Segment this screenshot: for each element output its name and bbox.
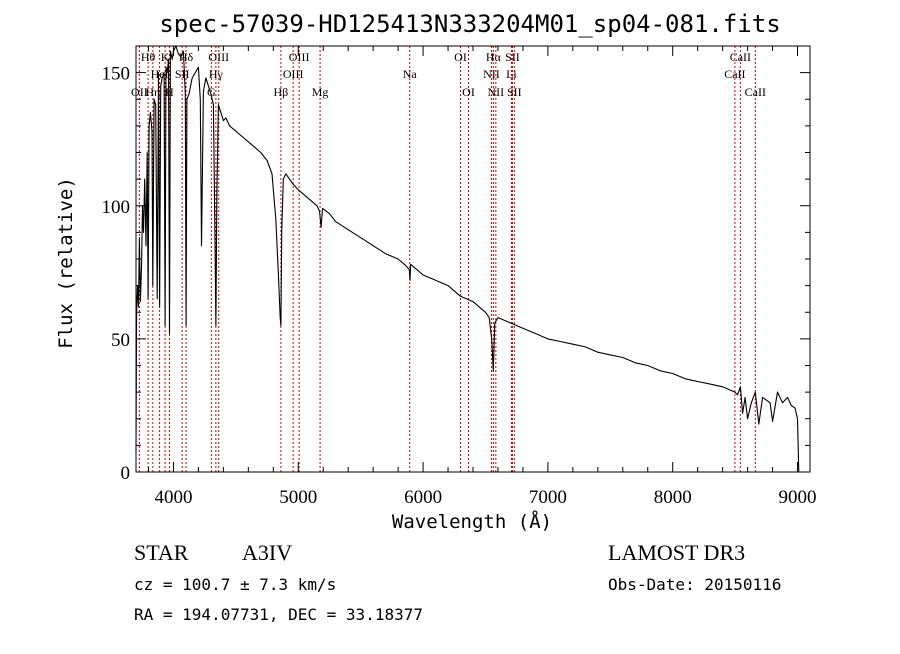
line-marker-label: OII (131, 85, 148, 99)
survey-name: LAMOST DR3 (608, 540, 745, 565)
line-marker-label: OI (454, 50, 467, 64)
line-marker-label: Li (506, 67, 517, 81)
y-tick-label: 150 (102, 64, 131, 85)
y-tick-label: 0 (121, 463, 131, 484)
spectrum-series-line (135, 45, 800, 473)
line-marker-label: CaII (724, 67, 745, 81)
obs-date: Obs-Date: 20150116 (608, 575, 781, 594)
x-tick-label: 8000 (654, 487, 692, 508)
coordinates: RA = 194.07731, DEC = 33.18377 (134, 605, 423, 624)
line-marker-label: OI (462, 85, 475, 99)
line-marker-label: OIII (208, 50, 229, 64)
line-marker-label: SII (507, 85, 522, 99)
line-marker-label: Hβ (274, 85, 289, 99)
line-marker-label: Hθ (141, 50, 156, 64)
line-marker-label: SII (175, 67, 190, 81)
line-marker-label: CaII (730, 50, 751, 64)
line-marker-label: NII (488, 85, 505, 99)
info-panel: STAR A3IV LAMOST DR3 cz = 100.7 ± 7.3 km… (134, 540, 781, 624)
line-marker-label: K (161, 50, 170, 64)
line-marker-label: G (207, 85, 216, 99)
line-marker-label: SII (505, 50, 520, 64)
redshift-line: cz = 100.7 ± 7.3 km/s (134, 575, 336, 594)
line-marker-label: CaII (745, 85, 766, 99)
x-axis: 4000 5000 6000 7000 8000 9000 (147, 46, 817, 508)
line-marker-label: NII (483, 67, 500, 81)
line-marker-label: Na (403, 67, 418, 81)
x-tick-label: 9000 (779, 487, 817, 508)
line-marker-label: Mg (312, 85, 329, 99)
line-marker-label: Hα (486, 50, 502, 64)
emission-line-markers: OIIHθHηHeIKHSIIHδGHγOIIIHβOIIIOIIIMgNaOI… (131, 46, 766, 472)
x-tick-label: 4000 (154, 487, 192, 508)
x-axis-label: Wavelength (Å) (392, 510, 552, 533)
y-tick-label: 50 (111, 330, 130, 351)
line-marker-label: Hη (145, 85, 160, 99)
line-marker-label: H (165, 85, 174, 99)
object-class: STAR (134, 540, 189, 565)
line-marker-label: Hγ (209, 67, 224, 81)
chart-title: spec-57039-HD125413N333204M01_sp04-081.f… (159, 10, 780, 38)
line-marker-label: OIII (289, 50, 310, 64)
x-tick-label: 6000 (404, 487, 442, 508)
y-axis-label: Flux (relative) (55, 177, 77, 349)
object-subclass: A3IV (242, 540, 292, 565)
x-tick-label: 7000 (529, 487, 567, 508)
plot-frame (135, 45, 811, 473)
y-axis: 0 50 100 150 (102, 45, 810, 484)
line-marker-label: OIII (283, 67, 304, 81)
x-tick-label: 5000 (279, 487, 317, 508)
y-tick-label: 100 (102, 197, 131, 218)
